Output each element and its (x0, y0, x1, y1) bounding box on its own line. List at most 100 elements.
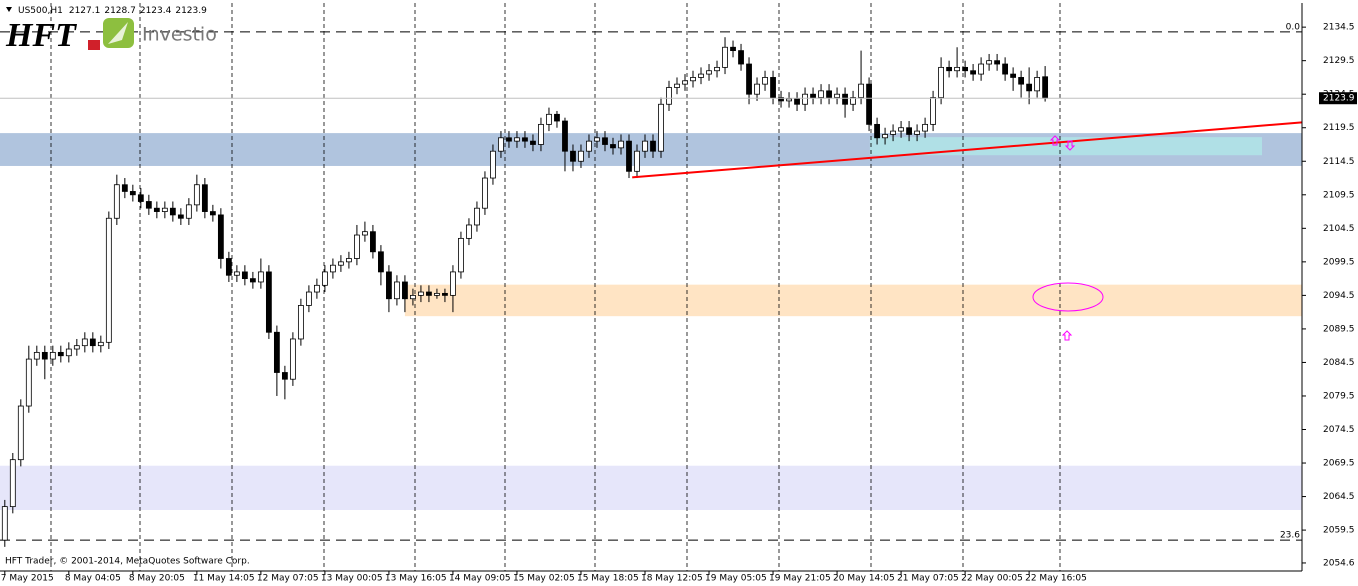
candle-body (962, 66, 968, 72)
candle-body (217, 214, 224, 259)
candle-body (442, 292, 448, 296)
candle-body (105, 217, 112, 343)
trendline (632, 121, 1303, 179)
candle-body (842, 93, 848, 105)
candle-body (346, 258, 352, 263)
logo-icon-shape (108, 22, 128, 44)
candle-body (858, 83, 864, 98)
candle-body (321, 271, 328, 286)
candle-body (898, 127, 904, 132)
candle-body (770, 77, 776, 98)
candle-body (185, 204, 192, 219)
y-tick-label: 2084.5 (1323, 358, 1355, 368)
candle-body (402, 281, 408, 300)
candle-body (938, 66, 944, 98)
y-tick-label: 2089.5 (1323, 324, 1355, 334)
y-tick-label: 2064.5 (1323, 492, 1355, 502)
x-tick-label: 18 May 12:05 (641, 574, 703, 584)
candle-body (498, 137, 504, 152)
candle-body (562, 120, 568, 152)
logo-dot (88, 40, 100, 50)
candle-body (570, 150, 576, 162)
candle-body (594, 137, 600, 142)
candle-body (610, 144, 616, 149)
candle-body (522, 137, 528, 142)
candle-body (97, 341, 104, 347)
y-tick-label: 2119.5 (1323, 123, 1355, 133)
candle-body (265, 271, 272, 333)
candle-body (850, 97, 856, 105)
x-tick-label: 12 May 07:05 (257, 574, 319, 584)
candle-body (233, 271, 240, 276)
candle-body (882, 134, 888, 139)
candle-body (986, 60, 993, 65)
x-tick-label: 8 May 20:05 (129, 574, 185, 584)
candle-body (378, 251, 384, 273)
candle-body (249, 278, 256, 283)
candle-body (834, 93, 840, 98)
candle-body (394, 281, 400, 300)
candle-body (474, 207, 480, 226)
candle-body (458, 237, 464, 273)
y-tick-label: 2074.5 (1323, 425, 1355, 435)
zone (0, 465, 1302, 510)
y-tick-label: 2069.5 (1323, 459, 1355, 469)
candle-body (706, 70, 712, 75)
candle-body (1034, 77, 1041, 92)
candle-body (762, 77, 768, 85)
candle-body (586, 140, 592, 152)
candle-body (970, 70, 976, 75)
candle-body (161, 207, 168, 212)
annotation-arrow (1049, 135, 1061, 146)
candle-body (554, 113, 560, 122)
candle-body (698, 73, 704, 78)
x-tick-label: 19 May 05:05 (705, 574, 767, 584)
x-tick-label: 11 May 14:05 (193, 574, 255, 584)
candle-body (642, 140, 648, 152)
candle-body (786, 98, 792, 102)
candle-body (257, 271, 264, 283)
candle-body (241, 271, 248, 280)
last-close: 2123.9 (175, 6, 207, 16)
candle-body (338, 261, 344, 266)
candle-body (209, 211, 216, 216)
candle-body (946, 66, 952, 72)
candle-body (810, 93, 816, 98)
candle-body (330, 264, 336, 273)
x-tick-label: 14 May 09:05 (449, 574, 511, 584)
logo-mark: HFT (5, 17, 77, 54)
candle-body (418, 291, 424, 296)
candle-body (1002, 63, 1009, 75)
candle-body (1, 506, 8, 541)
grid: 0.023.62134.52129.52124.52119.52114.5210… (0, 3, 1355, 584)
candle-body (1026, 83, 1033, 92)
symbol-icon (6, 7, 12, 12)
candle-body (922, 123, 928, 132)
candle-body (201, 184, 208, 212)
candle-body (65, 348, 72, 357)
x-tick-label: 22 May 16:05 (1025, 574, 1087, 584)
candle-body (81, 338, 88, 347)
candle-body (954, 66, 960, 72)
annotation-arrow (1064, 140, 1076, 151)
candle-body (9, 459, 16, 508)
candle-body (89, 338, 96, 347)
candle-body (450, 271, 456, 296)
candle-body (626, 140, 632, 172)
candle-body (1010, 73, 1017, 78)
fib-label: 23.6 (1280, 531, 1300, 541)
candle-body (370, 231, 376, 253)
candle-body (121, 184, 128, 192)
candle-body (41, 351, 48, 360)
x-tick-label: 22 May 00:05 (961, 574, 1023, 584)
x-tick-label: 15 May 18:05 (577, 574, 639, 584)
candle-body (978, 63, 985, 75)
candle-body (778, 97, 784, 102)
x-tick-label: 19 May 21:05 (769, 574, 831, 584)
candle-body (73, 345, 80, 350)
candle-body (362, 231, 368, 236)
candle-body (578, 150, 584, 162)
candle-body (137, 194, 144, 202)
y-tick-label: 2094.5 (1323, 291, 1355, 301)
